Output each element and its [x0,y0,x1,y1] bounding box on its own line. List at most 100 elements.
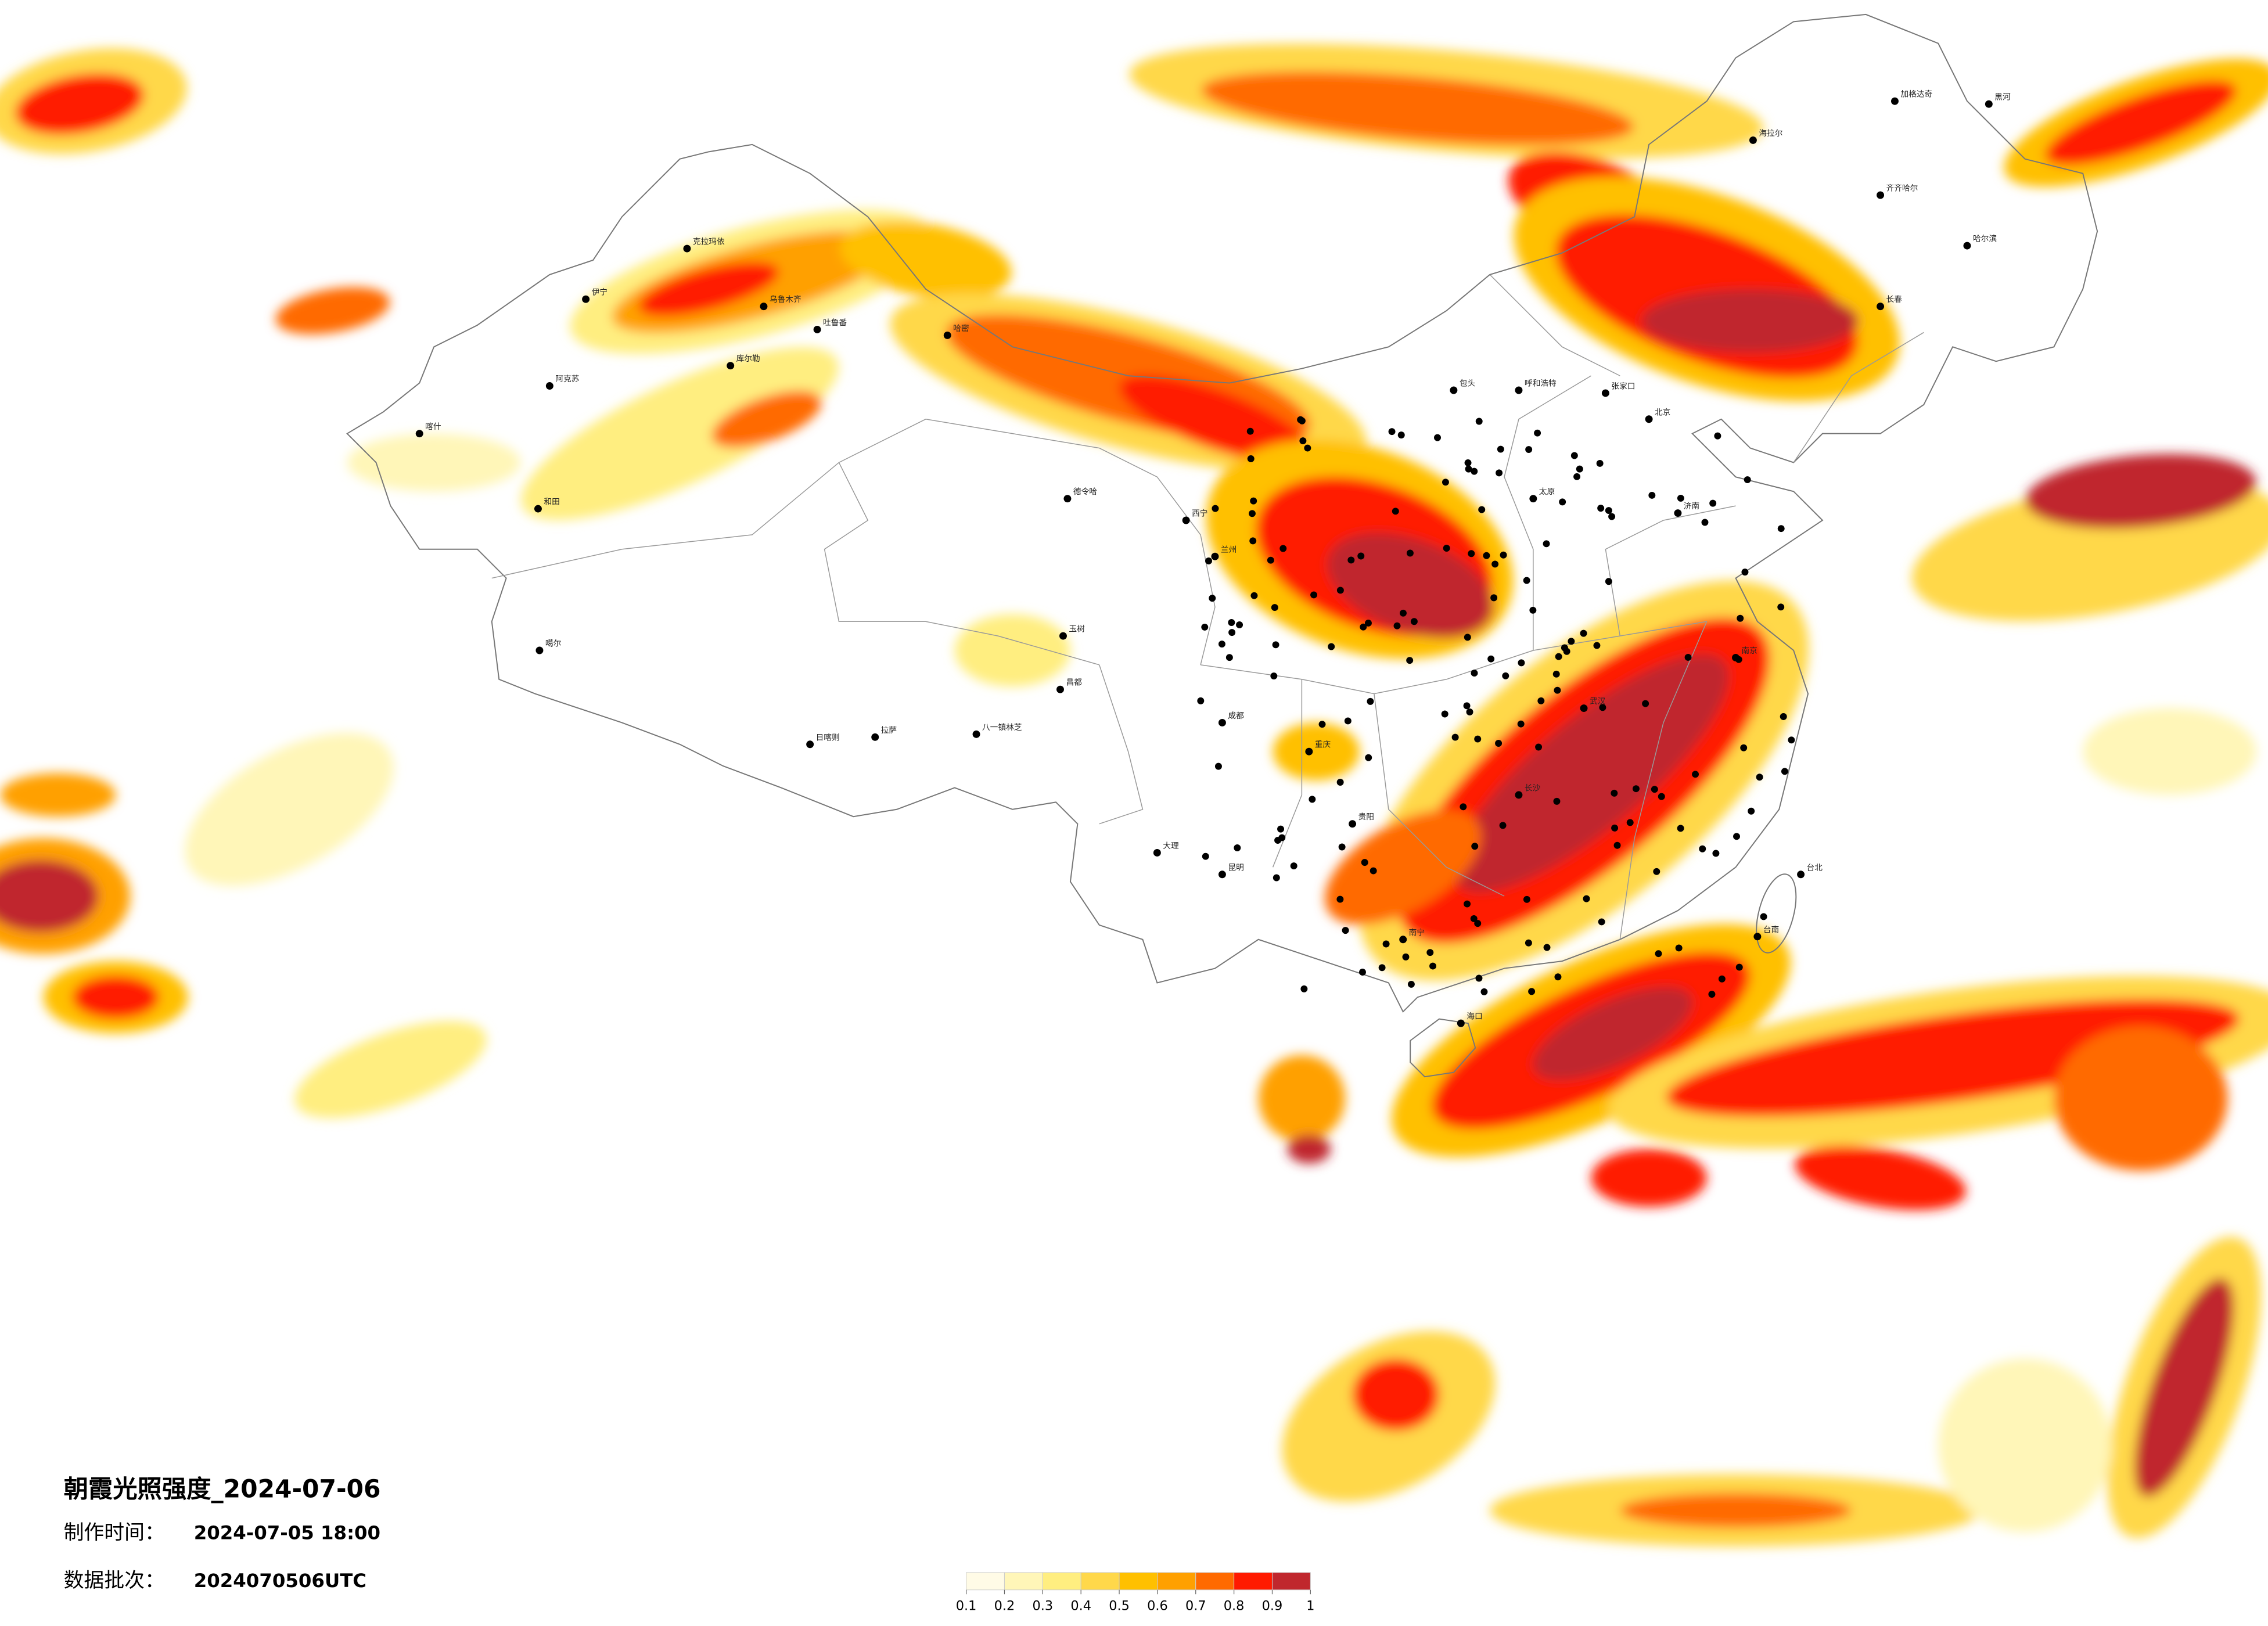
city-dot [871,733,879,741]
city-dot [1554,686,1561,694]
city-dot [1211,552,1219,560]
city-label: 济南 [1684,502,1699,511]
city-dot [683,244,691,253]
city-label: 克拉玛依 [693,238,725,247]
city-label: 武汉 [1590,697,1606,706]
city-dot [1797,870,1805,879]
city-dot [1279,545,1287,552]
city-dot [1234,844,1241,851]
city-dot [1543,944,1551,951]
city-dot [1393,622,1401,629]
city-dot [1744,476,1751,484]
heat-patch [1795,1145,1966,1210]
city-dot [1434,434,1441,441]
city-dot [1153,848,1161,857]
city-dot [1608,513,1616,520]
city-label: 和田 [544,498,559,507]
heat-patch [840,221,1012,299]
city-dot [1580,704,1588,713]
city-dot [1500,551,1507,559]
city-dot [1701,519,1709,526]
heat-patch [275,287,390,334]
city-label: 喀什 [425,422,441,431]
city-dot [1632,785,1640,793]
city-dot [1342,927,1349,934]
city-label: 海口 [1467,1012,1482,1021]
heat-patch [1273,722,1360,780]
city-dot [1496,469,1503,477]
city-dot [1733,833,1740,840]
city-dot [1318,721,1326,728]
city-dot [1605,578,1612,585]
legend-tick-label: 0.1 [956,1599,977,1614]
heat-patch [638,262,779,316]
heat-patch [711,390,822,448]
legend-tick-label: 0.4 [1070,1599,1091,1614]
city-dot [1309,796,1316,803]
city-label: 呼和浩特 [1525,379,1557,388]
city-label: 台北 [1807,863,1823,872]
legend-swatch [1042,1572,1081,1591]
city-dot [1553,797,1561,805]
borders [346,13,2098,1078]
heat-patch [1666,999,2240,1117]
city-dot [1675,944,1683,952]
heat-patch [1533,987,1693,1080]
city-dot [1749,136,1757,144]
city-dot [1737,614,1744,622]
heat-patch [521,347,839,520]
city-dot [1877,303,1885,311]
city-dot [1613,841,1621,849]
city-dot [1464,459,1472,466]
city-label: 昆明 [1228,863,1243,872]
city-dot [1593,642,1601,649]
city-dot [1626,819,1634,826]
heat-patch [185,733,394,886]
city-dot [1515,791,1523,799]
heat-patch [15,73,144,135]
heat-patch [2083,708,2257,795]
city-dot [1611,789,1618,797]
city-dot [1426,949,1434,956]
city-dot [1359,969,1366,976]
city-dot [1712,850,1720,857]
city-dot [1741,569,1749,576]
city-dot [1392,508,1399,515]
city-dot [1985,100,1993,108]
city-dot [1399,609,1407,617]
heat-patch [1352,1358,1439,1431]
city-dot [534,505,542,513]
city-dot [1756,774,1763,781]
batch: 2024070506UTC [194,1570,366,1592]
city-dot [943,331,951,339]
heat-layer [0,44,2268,1547]
city-dot [1596,459,1604,467]
city-dot [1457,1019,1465,1027]
city-dot [1760,913,1767,920]
city-dot [1443,545,1450,552]
city-label: 乌鲁木齐 [770,295,801,304]
city-dot [1464,900,1471,908]
city-label: 玉树 [1069,625,1085,634]
city-dot [1378,964,1386,972]
city-dot [1517,720,1525,728]
city-label: 哈尔滨 [1973,235,1997,244]
city-dot [1466,708,1473,715]
heat-patch [1327,533,1494,638]
city-label: 海拉尔 [1759,129,1782,138]
legend-swatch [1080,1572,1120,1591]
city-dot [1298,417,1306,425]
city-dot [1429,962,1437,970]
city-dot [1529,495,1537,503]
city-dot [1573,473,1581,480]
city-dot [972,730,980,738]
city-dot [1250,497,1257,505]
city-dot [1247,455,1255,462]
city-dot [1056,685,1064,693]
heat-patch [1119,375,1311,463]
city-dot [1267,556,1274,564]
legend-tick-label: 0.2 [994,1599,1015,1614]
city-dot [1692,771,1699,778]
city-dot [1529,606,1537,614]
